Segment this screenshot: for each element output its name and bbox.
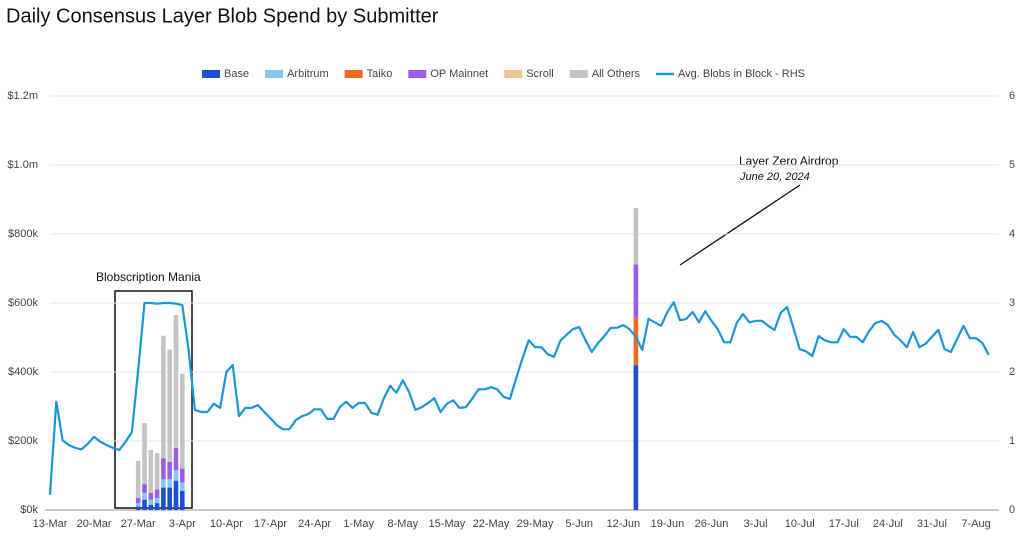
y2-tick-label: 2: [1009, 366, 1015, 378]
bar-segment: [633, 264, 639, 318]
bar-segment: [180, 373, 185, 469]
x-tick-label: 3-Apr: [169, 518, 196, 530]
annotation-subtext: June 20, 2024: [739, 171, 810, 183]
y-tick-label: $400k: [8, 366, 38, 378]
bar-segment: [142, 484, 147, 493]
bar-segment: [161, 487, 166, 510]
bar-segment: [142, 492, 147, 500]
x-tick-label: 19-Jun: [651, 518, 685, 530]
bar-segment: [135, 503, 141, 507]
bar-segment: [135, 461, 141, 498]
annotation: Layer Zero Airdrop: [739, 154, 839, 168]
bar-segment: [154, 503, 160, 510]
x-tick-label: 31-Jul: [917, 518, 947, 530]
bar-segment: [633, 365, 639, 510]
y2-tick-label: 0: [1009, 504, 1015, 516]
legend-swatch: [408, 70, 427, 78]
marks: [48, 208, 990, 510]
x-tick-label: 5-Jun: [565, 518, 593, 530]
x-tick-label: 15-May: [429, 518, 466, 530]
x-tick-label: 20-Mar: [77, 518, 112, 530]
bar-segment: [180, 468, 185, 483]
bar-segment: [154, 489, 160, 498]
annotation-box: [114, 290, 193, 509]
y-tick-label: $1.0m: [7, 159, 38, 171]
bar-segment: [154, 453, 160, 490]
legend-label: Arbitrum: [287, 68, 329, 80]
legend-swatch: [569, 70, 588, 78]
legend-swatch: [344, 70, 363, 78]
bar-segment: [135, 506, 141, 510]
legend-label: OP Mainnet: [430, 68, 488, 80]
chart-title: Daily Consensus Layer Blob Spend by Subm…: [6, 5, 439, 27]
bar-segment: [167, 349, 172, 462]
bar-segment: [173, 470, 179, 481]
legend-label: Base: [224, 68, 249, 80]
x-tick-label: 17-Apr: [254, 518, 287, 530]
x-tick-label: 24-Apr: [298, 518, 331, 530]
x-tick-label: 17-Jul: [829, 518, 859, 530]
bar-segment: [161, 335, 166, 459]
bar-segment: [135, 497, 141, 504]
bar-segment: [142, 499, 147, 510]
bar-segment: [148, 504, 154, 510]
bar-segment: [154, 497, 160, 504]
x-tick-label: 27-Mar: [121, 518, 156, 530]
annotation: Blobscription Mania: [96, 270, 201, 284]
y2-tick-label: 4: [1009, 228, 1015, 240]
bar-segment: [173, 447, 179, 471]
bar-segment: [167, 487, 172, 510]
line: [48, 301, 990, 495]
x-tick-label: 13-Mar: [33, 518, 68, 530]
bar-segment: [633, 208, 639, 265]
bar-segment: [148, 492, 154, 500]
y-tick-label: $1.2m: [7, 90, 38, 102]
x-tick-label: 12-Jun: [606, 518, 640, 530]
bar-segment: [167, 461, 172, 479]
x-tick-label: 22-May: [473, 518, 510, 530]
x-tick-label: 29-May: [517, 518, 554, 530]
grid: [45, 95, 999, 511]
bar-segment: [173, 315, 179, 448]
bar-segment: [161, 458, 166, 479]
bar-segment: [180, 482, 185, 492]
annotation-arrow: [679, 184, 801, 266]
legend-swatch: [504, 70, 523, 78]
x-tick-label: 1-May: [343, 518, 374, 530]
bar-segment: [161, 478, 166, 488]
bar-segment: [173, 480, 179, 510]
x-tick-label: 7-Aug: [961, 518, 990, 530]
y2-tick-label: 1: [1009, 435, 1015, 447]
x-tick-label: 26-Jun: [695, 518, 729, 530]
y-tick-label: $200k: [8, 435, 38, 447]
y2-tick-label: 6: [1009, 90, 1015, 102]
legend-swatch: [202, 70, 220, 78]
legend-label: Avg. Blobs in Block - RHS: [678, 68, 805, 80]
legend-swatch: [265, 70, 284, 78]
legend-label: Scroll: [526, 68, 554, 80]
bar-segment: [633, 317, 639, 366]
x-tick-label: 24-Jul: [873, 518, 903, 530]
bar-segment: [167, 478, 172, 488]
bar-segment: [180, 491, 185, 510]
y2-tick-label: 3: [1009, 297, 1015, 309]
x-tick-label: 10-Jul: [785, 518, 815, 530]
y2-tick-label: 5: [1009, 159, 1015, 171]
legend-label: Taiko: [367, 68, 393, 80]
y-tick-label: $600k: [8, 297, 38, 309]
legend-label: All Others: [592, 68, 641, 80]
x-tick-label: 8-May: [388, 518, 419, 530]
bar-segment: [148, 499, 154, 505]
x-tick-label: 3-Jul: [744, 518, 768, 530]
y-tick-label: $800k: [8, 228, 38, 240]
bar-segment: [148, 449, 154, 493]
bar-segment: [142, 423, 147, 485]
x-tick-label: 10-Apr: [210, 518, 243, 530]
y-tick-label: $0k: [20, 504, 38, 516]
labels: $0k $200k $400k $600k $800k $1.0m $1.2m 0 1 2 3 4 5 6…: [7, 68, 1015, 530]
